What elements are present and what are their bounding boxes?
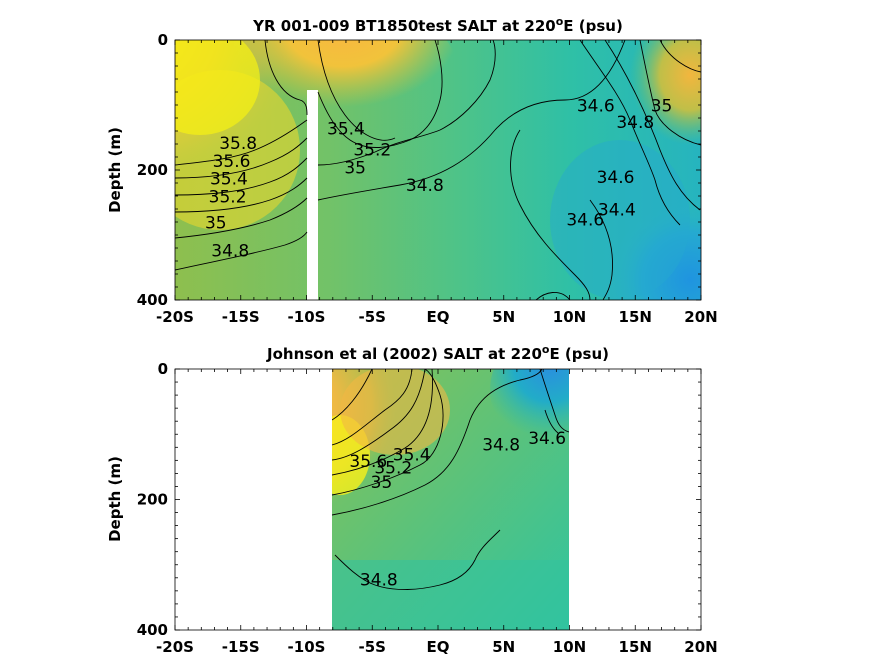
- contour-label: 34.6: [577, 97, 615, 117]
- x-tick-label: 15N: [619, 638, 652, 656]
- y-tick-label: 400: [137, 291, 168, 309]
- contour-label: 35.4: [210, 169, 248, 189]
- y-tick-label: 400: [137, 621, 168, 639]
- top-contour-labels: 35.835.635.435.23534.835.435.23534.834.6…: [205, 97, 672, 262]
- contour-label: 34.4: [598, 201, 636, 221]
- contour-label: 34.6: [528, 429, 566, 449]
- x-tick-label: 15N: [619, 308, 652, 326]
- contour-label: 35.6: [213, 152, 251, 172]
- x-tick-label: -15S: [222, 308, 260, 326]
- bottom-y-tick-labels: 0 200 400: [137, 360, 168, 639]
- contour-label: 35: [205, 214, 227, 234]
- x-tick-label: 10N: [553, 638, 586, 656]
- bottom-tick-marks: [174, 368, 702, 631]
- contour-label: 35.4: [393, 445, 431, 465]
- contour-label: 34.8: [482, 436, 520, 456]
- contour-label: 34.6: [597, 168, 635, 188]
- x-tick-label: -20S: [156, 308, 194, 326]
- contour-label: 35.6: [349, 452, 387, 472]
- x-tick-label: -5S: [359, 638, 386, 656]
- x-tick-label: -10S: [288, 638, 326, 656]
- contour-label: 35: [371, 473, 393, 493]
- x-tick-label: 20N: [684, 308, 717, 326]
- contour-label: 35.4: [327, 119, 365, 139]
- bottom-contour-lines: [332, 369, 569, 590]
- x-tick-label: 5N: [492, 638, 515, 656]
- x-tick-label: 10N: [553, 308, 586, 326]
- top-contour-lines: [175, 40, 701, 300]
- top-y-tick-labels: 0 200 400: [137, 31, 168, 309]
- y-tick-label: 200: [137, 161, 168, 179]
- bottom-y-axis-label: Depth (m): [106, 456, 124, 542]
- contour-label: 34.8: [406, 176, 444, 196]
- contour-label: 35.8: [219, 134, 257, 154]
- bottom-x-tick-labels: -20S -15S -10S -5S EQ 5N 10N 15N 20N: [156, 638, 718, 656]
- contour-label: 35.2: [353, 141, 391, 161]
- top-heatmap: [175, 40, 701, 300]
- x-tick-label: -10S: [288, 308, 326, 326]
- x-tick-label: 20N: [684, 638, 717, 656]
- x-tick-label: EQ: [427, 308, 450, 326]
- x-tick-label: 5N: [492, 308, 515, 326]
- x-tick-label: -15S: [222, 638, 260, 656]
- y-tick-label: 0: [158, 31, 168, 49]
- top-y-axis-label: Depth (m): [106, 127, 124, 213]
- contour-label: 34.8: [360, 571, 398, 591]
- contour-label: 35: [344, 158, 366, 178]
- top-title: YR 001-009 BT1850test SALT at 220oE (psu…: [252, 15, 623, 35]
- x-tick-label: EQ: [427, 638, 450, 656]
- contour-label: 35.2: [374, 458, 412, 478]
- top-missing-data-strip: [307, 90, 318, 302]
- x-tick-label: -5S: [359, 308, 386, 326]
- top-x-tick-labels: -20S -15S -10S -5S EQ 5N 10N 15N 20N: [156, 308, 718, 326]
- bottom-heatmap: [332, 369, 569, 630]
- contour-label: 34.8: [616, 113, 654, 133]
- x-tick-label: -20S: [156, 638, 194, 656]
- contour-label: 34.6: [566, 210, 604, 230]
- y-tick-label: 0: [158, 360, 168, 378]
- contour-label: 35: [651, 97, 673, 117]
- y-tick-label: 200: [137, 491, 168, 509]
- contour-label: 34.8: [211, 241, 249, 261]
- panel-top: YR 001-009 BT1850test SALT at 220oE (psu…: [106, 15, 718, 326]
- bottom-title: Johnson et al (2002) SALT at 220oE (psu): [266, 343, 609, 363]
- panel-bottom: Johnson et al (2002) SALT at 220oE (psu)…: [106, 343, 718, 656]
- top-tick-marks: [174, 39, 702, 301]
- contour-label: 35.2: [209, 188, 247, 208]
